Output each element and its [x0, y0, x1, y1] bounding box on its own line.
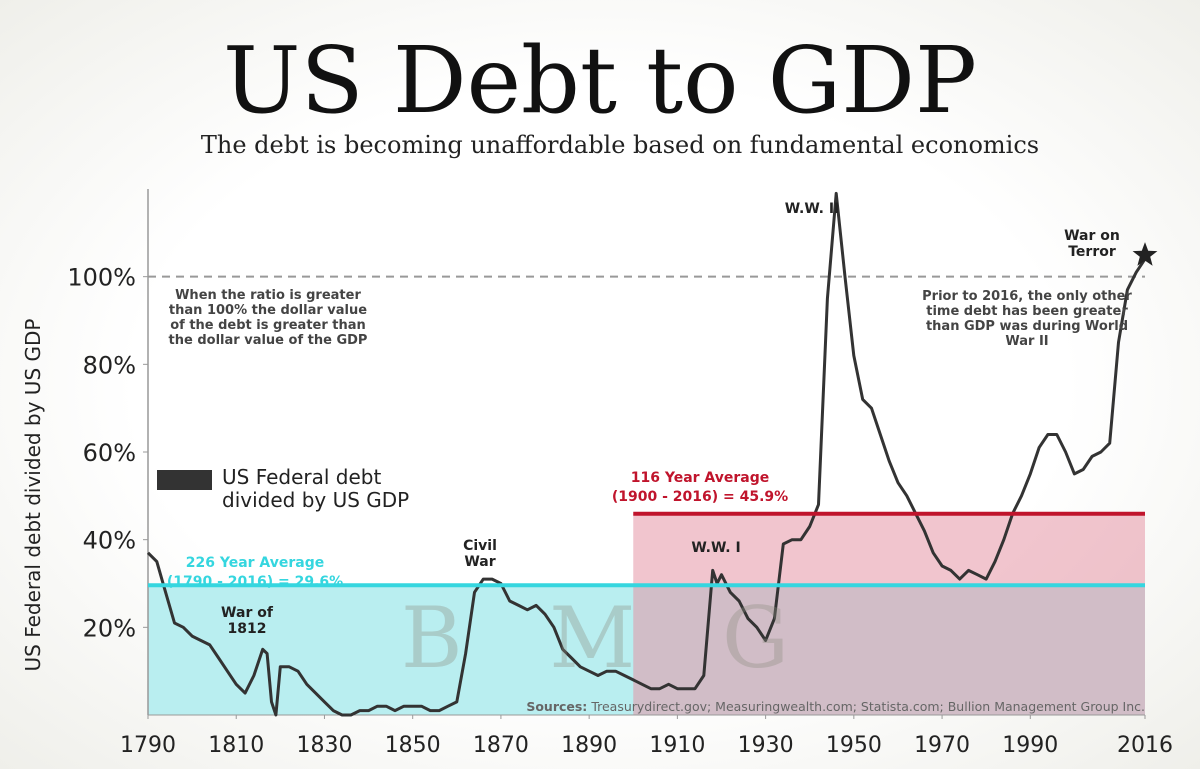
y-tick-label: 60% — [83, 439, 136, 467]
x-tick-label: 1810 — [208, 733, 264, 758]
chart-subtitle: The debt is becoming unaffordable based … — [201, 131, 1039, 159]
sources: Sources: Treasurydirect.gov; Measuringwea… — [526, 699, 1145, 714]
legend-label: US Federal debt divided by US GDP — [222, 465, 410, 512]
x-tick-label: 1830 — [296, 733, 352, 758]
end-star — [1132, 242, 1158, 266]
y-axis-label: US Federal debt divided by US GDP — [21, 319, 45, 672]
annotation: When the ratio is greater than 100% the … — [168, 288, 368, 348]
x-tick-label: 1950 — [826, 733, 882, 758]
legend-swatch — [157, 470, 212, 490]
x-tick-label: 2016 — [1117, 733, 1173, 758]
x-tick-label: 1910 — [649, 733, 705, 758]
average-label: 226 Year Average — [185, 555, 325, 571]
y-tick-label: 80% — [83, 351, 136, 379]
x-tick-label: 1990 — [1002, 733, 1058, 758]
annotation: Prior to 2016, the only other time debt … — [922, 289, 1132, 349]
y-tick-label: 20% — [83, 614, 136, 642]
x-tick-label: 1970 — [914, 733, 970, 758]
annotation: Civil War — [463, 538, 497, 571]
x-tick-label: 1930 — [738, 733, 794, 758]
annotation: War of 1812 — [221, 605, 273, 638]
average-label: (1900 - 2016) = 45.9% — [611, 489, 789, 505]
annotation: W.W. II — [784, 201, 840, 217]
x-tick-label: 1850 — [385, 733, 441, 758]
data-line — [146, 191, 1147, 717]
average-label: (1790 - 2016) = 29.6% — [166, 574, 344, 590]
x-tick-label: 1790 — [120, 733, 176, 758]
annotation: War on Terror — [1064, 228, 1120, 261]
average-label: 116 Year Average — [630, 470, 770, 486]
average-shade — [633, 513, 1145, 715]
y-tick-label: 100% — [67, 264, 136, 292]
annotation: W.W. I — [691, 540, 741, 556]
x-tick-label: 1870 — [473, 733, 529, 758]
x-tick-label: 1890 — [561, 733, 617, 758]
watermark: B M G — [400, 589, 820, 687]
sources-text: Treasurydirect.gov; Measuringwealth.com;… — [591, 699, 1145, 714]
y-tick-label: 40% — [83, 527, 136, 555]
chart-title: US Debt to GDP — [223, 27, 977, 134]
sources-label: Sources: — [526, 699, 588, 714]
